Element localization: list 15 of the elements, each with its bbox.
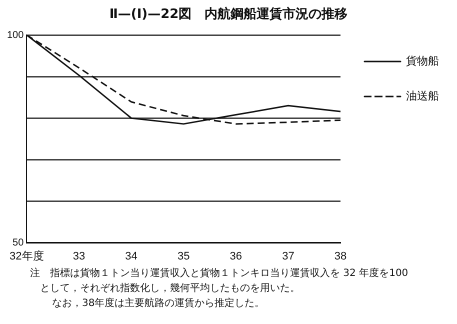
- x-tick-label: 34: [125, 250, 138, 262]
- x-tick-label: 32年度: [10, 249, 44, 262]
- x-tick-label: 33: [72, 250, 86, 262]
- legend-label: 貨物船: [406, 54, 439, 68]
- text: なお，38年度は主要航路の運賃から推定した。: [51, 296, 266, 311]
- legend-label: 油送船: [406, 89, 439, 102]
- x-tick-label: 38: [334, 250, 347, 262]
- x-tick-label: 35: [177, 250, 190, 262]
- text: として，それぞれ指数化し，幾何平均したものを用いた。: [39, 282, 301, 296]
- text: 注 指標は貨物１トン当り運賃収入と貨物１トンキロ当り運賃収入を 32 年度を100: [30, 266, 410, 281]
- y-tick-label: 50: [12, 238, 24, 249]
- chart-title: Ⅱ—(Ⅰ)—22図 内航鋼船運賃市況の推移: [108, 6, 349, 24]
- x-tick-label: 36: [230, 250, 242, 262]
- y-tick-label: 100: [6, 30, 24, 41]
- x-tick-label: 37: [282, 250, 294, 262]
